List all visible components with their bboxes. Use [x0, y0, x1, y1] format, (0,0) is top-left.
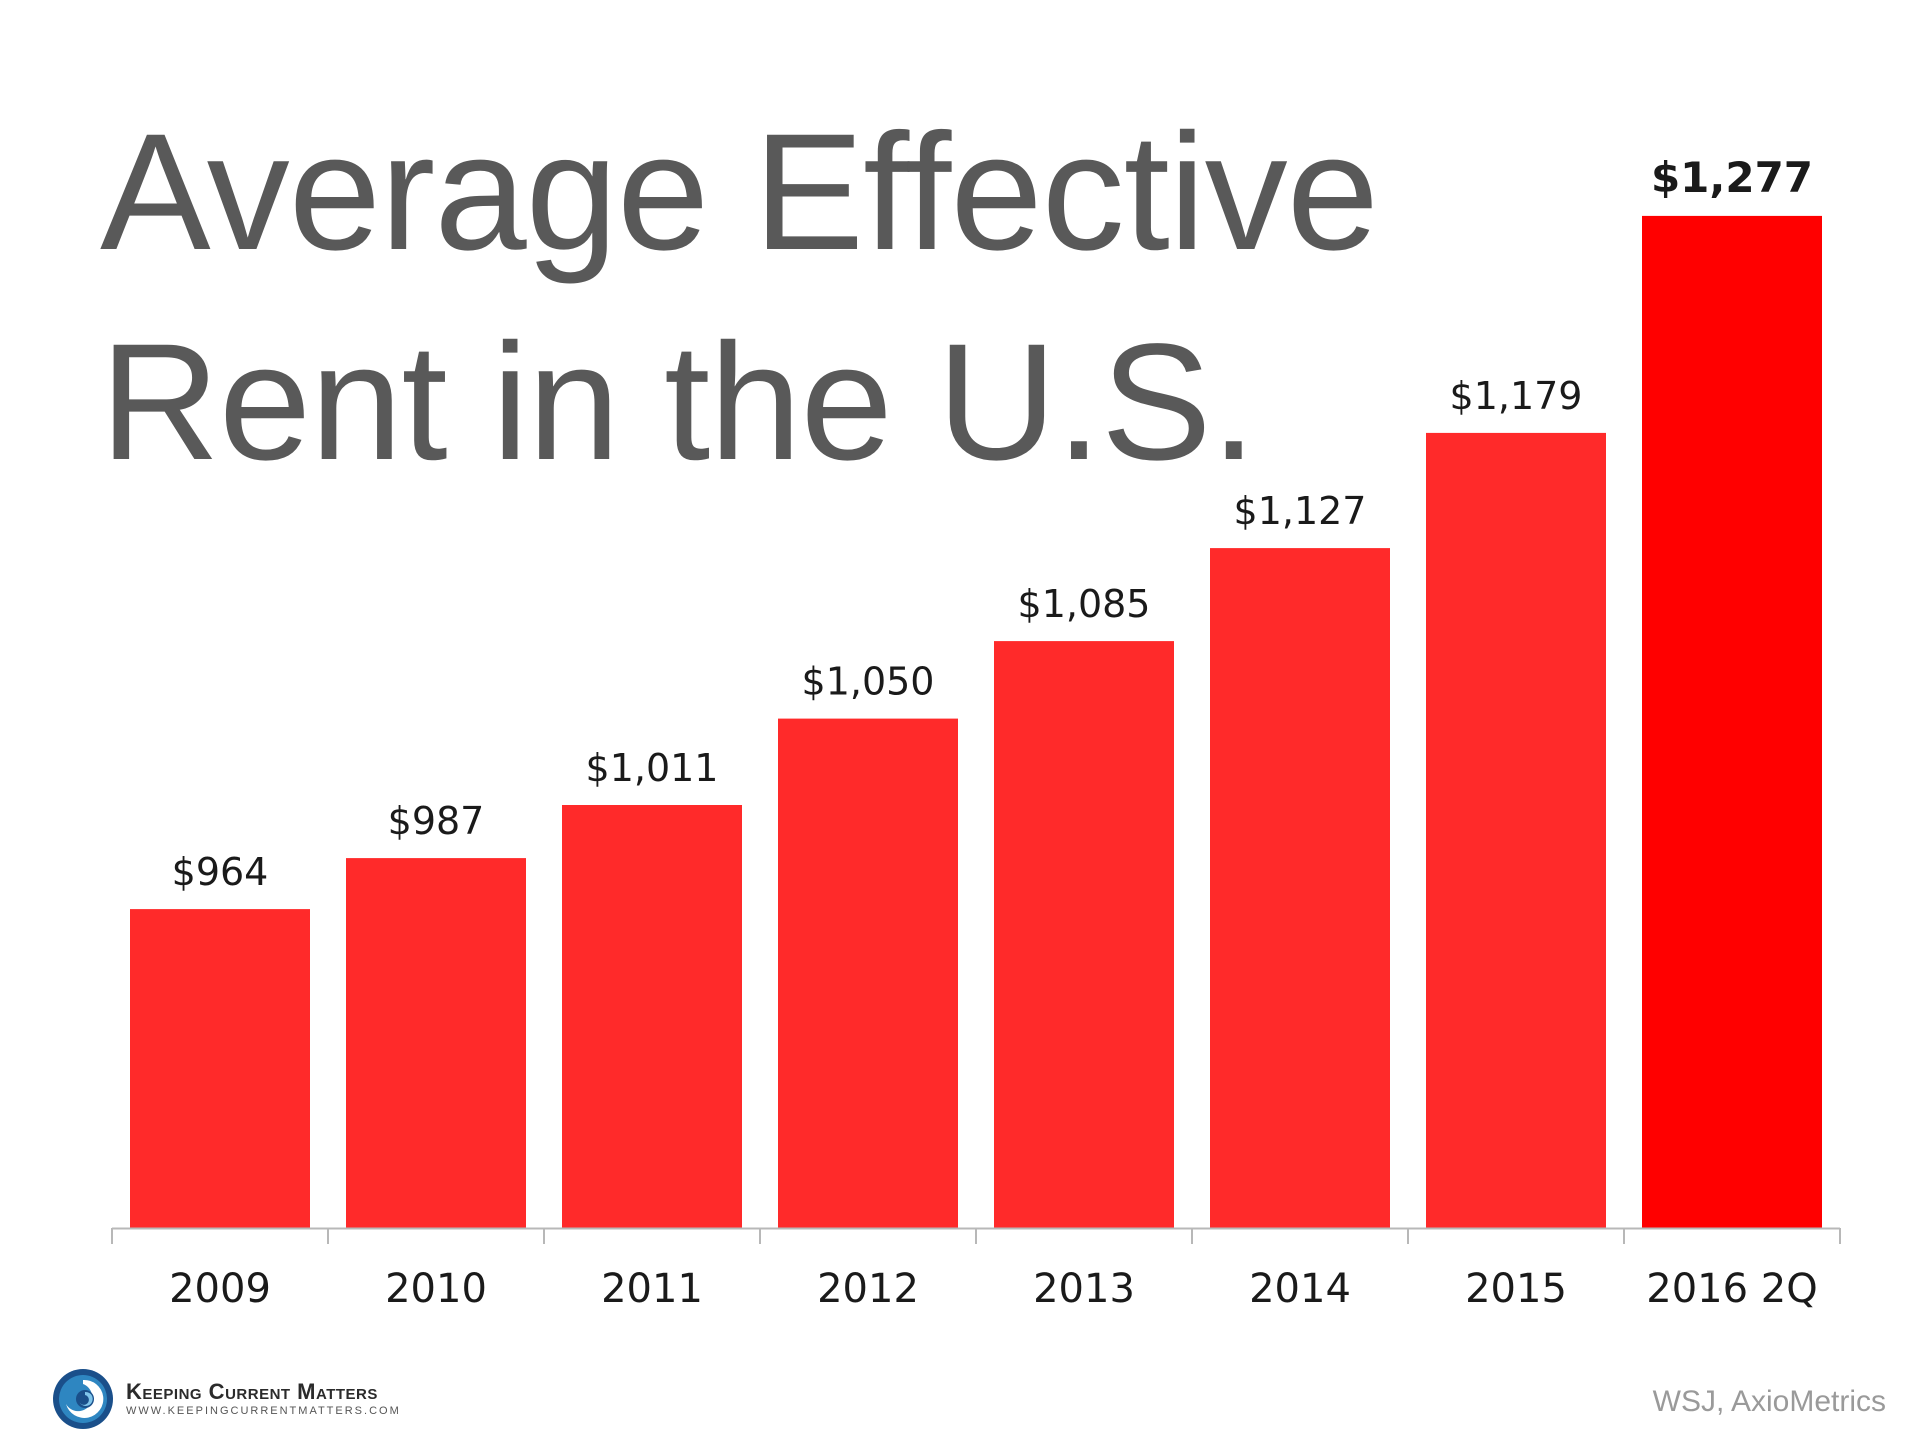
x-tick-label: 2014: [1249, 1266, 1351, 1312]
bar-2012: [778, 718, 958, 1228]
x-axis: [111, 1227, 1841, 1244]
title-line-1: Average Effective: [100, 100, 1379, 285]
bar-2013: [994, 641, 1174, 1228]
bar-value-label: $1,179: [1450, 374, 1583, 418]
logo-name: Keeping Current Matters: [126, 1379, 378, 1404]
bar-value-label: $1,050: [802, 660, 935, 704]
bar-value-label: $1,277: [1651, 153, 1813, 202]
keeping-current-matters-swirl-icon: [53, 1369, 113, 1429]
x-tick-label: 2011: [601, 1266, 703, 1312]
bar-value-label: $1,011: [586, 746, 719, 790]
x-tick-label: 2012: [817, 1266, 919, 1312]
source-note: WSJ, AxioMetrics: [1652, 1385, 1886, 1418]
logo-url: WWW.KEEPINGCURRENTMATTERS.COM: [126, 1405, 401, 1417]
x-tick-label: 2016 2Q: [1646, 1266, 1817, 1312]
bar-2014: [1210, 548, 1390, 1228]
bar-value-label: $964: [172, 850, 269, 894]
bar-2009: [130, 909, 310, 1228]
bar-value-label: $987: [388, 799, 485, 843]
bar-value-label: $1,127: [1234, 489, 1367, 533]
title-line-2: Rent in the U.S.: [100, 310, 1257, 495]
chart-title: Average Effective Rent in the U.S.: [100, 88, 1400, 508]
bar-2015: [1426, 432, 1606, 1228]
bar-2010: [346, 858, 526, 1228]
bar-2011: [562, 805, 742, 1228]
bar-2016-2q: [1642, 215, 1822, 1228]
x-tick-label: 2009: [169, 1266, 271, 1312]
x-tick-label: 2015: [1465, 1266, 1567, 1312]
x-tick-label: 2010: [385, 1266, 487, 1312]
value-labels-group: $964 $987 $1,011 $1,050 $1,085 $1,127 $1,179 $1…: [172, 153, 1813, 894]
bars-group: [130, 215, 1822, 1228]
x-tick-label: 2013: [1033, 1266, 1135, 1312]
bar-value-label: $1,085: [1018, 582, 1151, 626]
keeping-current-matters-logo: Keeping Current Matters WWW.KEEPINGCURRE…: [52, 1366, 401, 1432]
x-tick-labels-group: 2009 2010 2011 2012 2013 2014 2015 2016 2Q: [169, 1266, 1818, 1312]
